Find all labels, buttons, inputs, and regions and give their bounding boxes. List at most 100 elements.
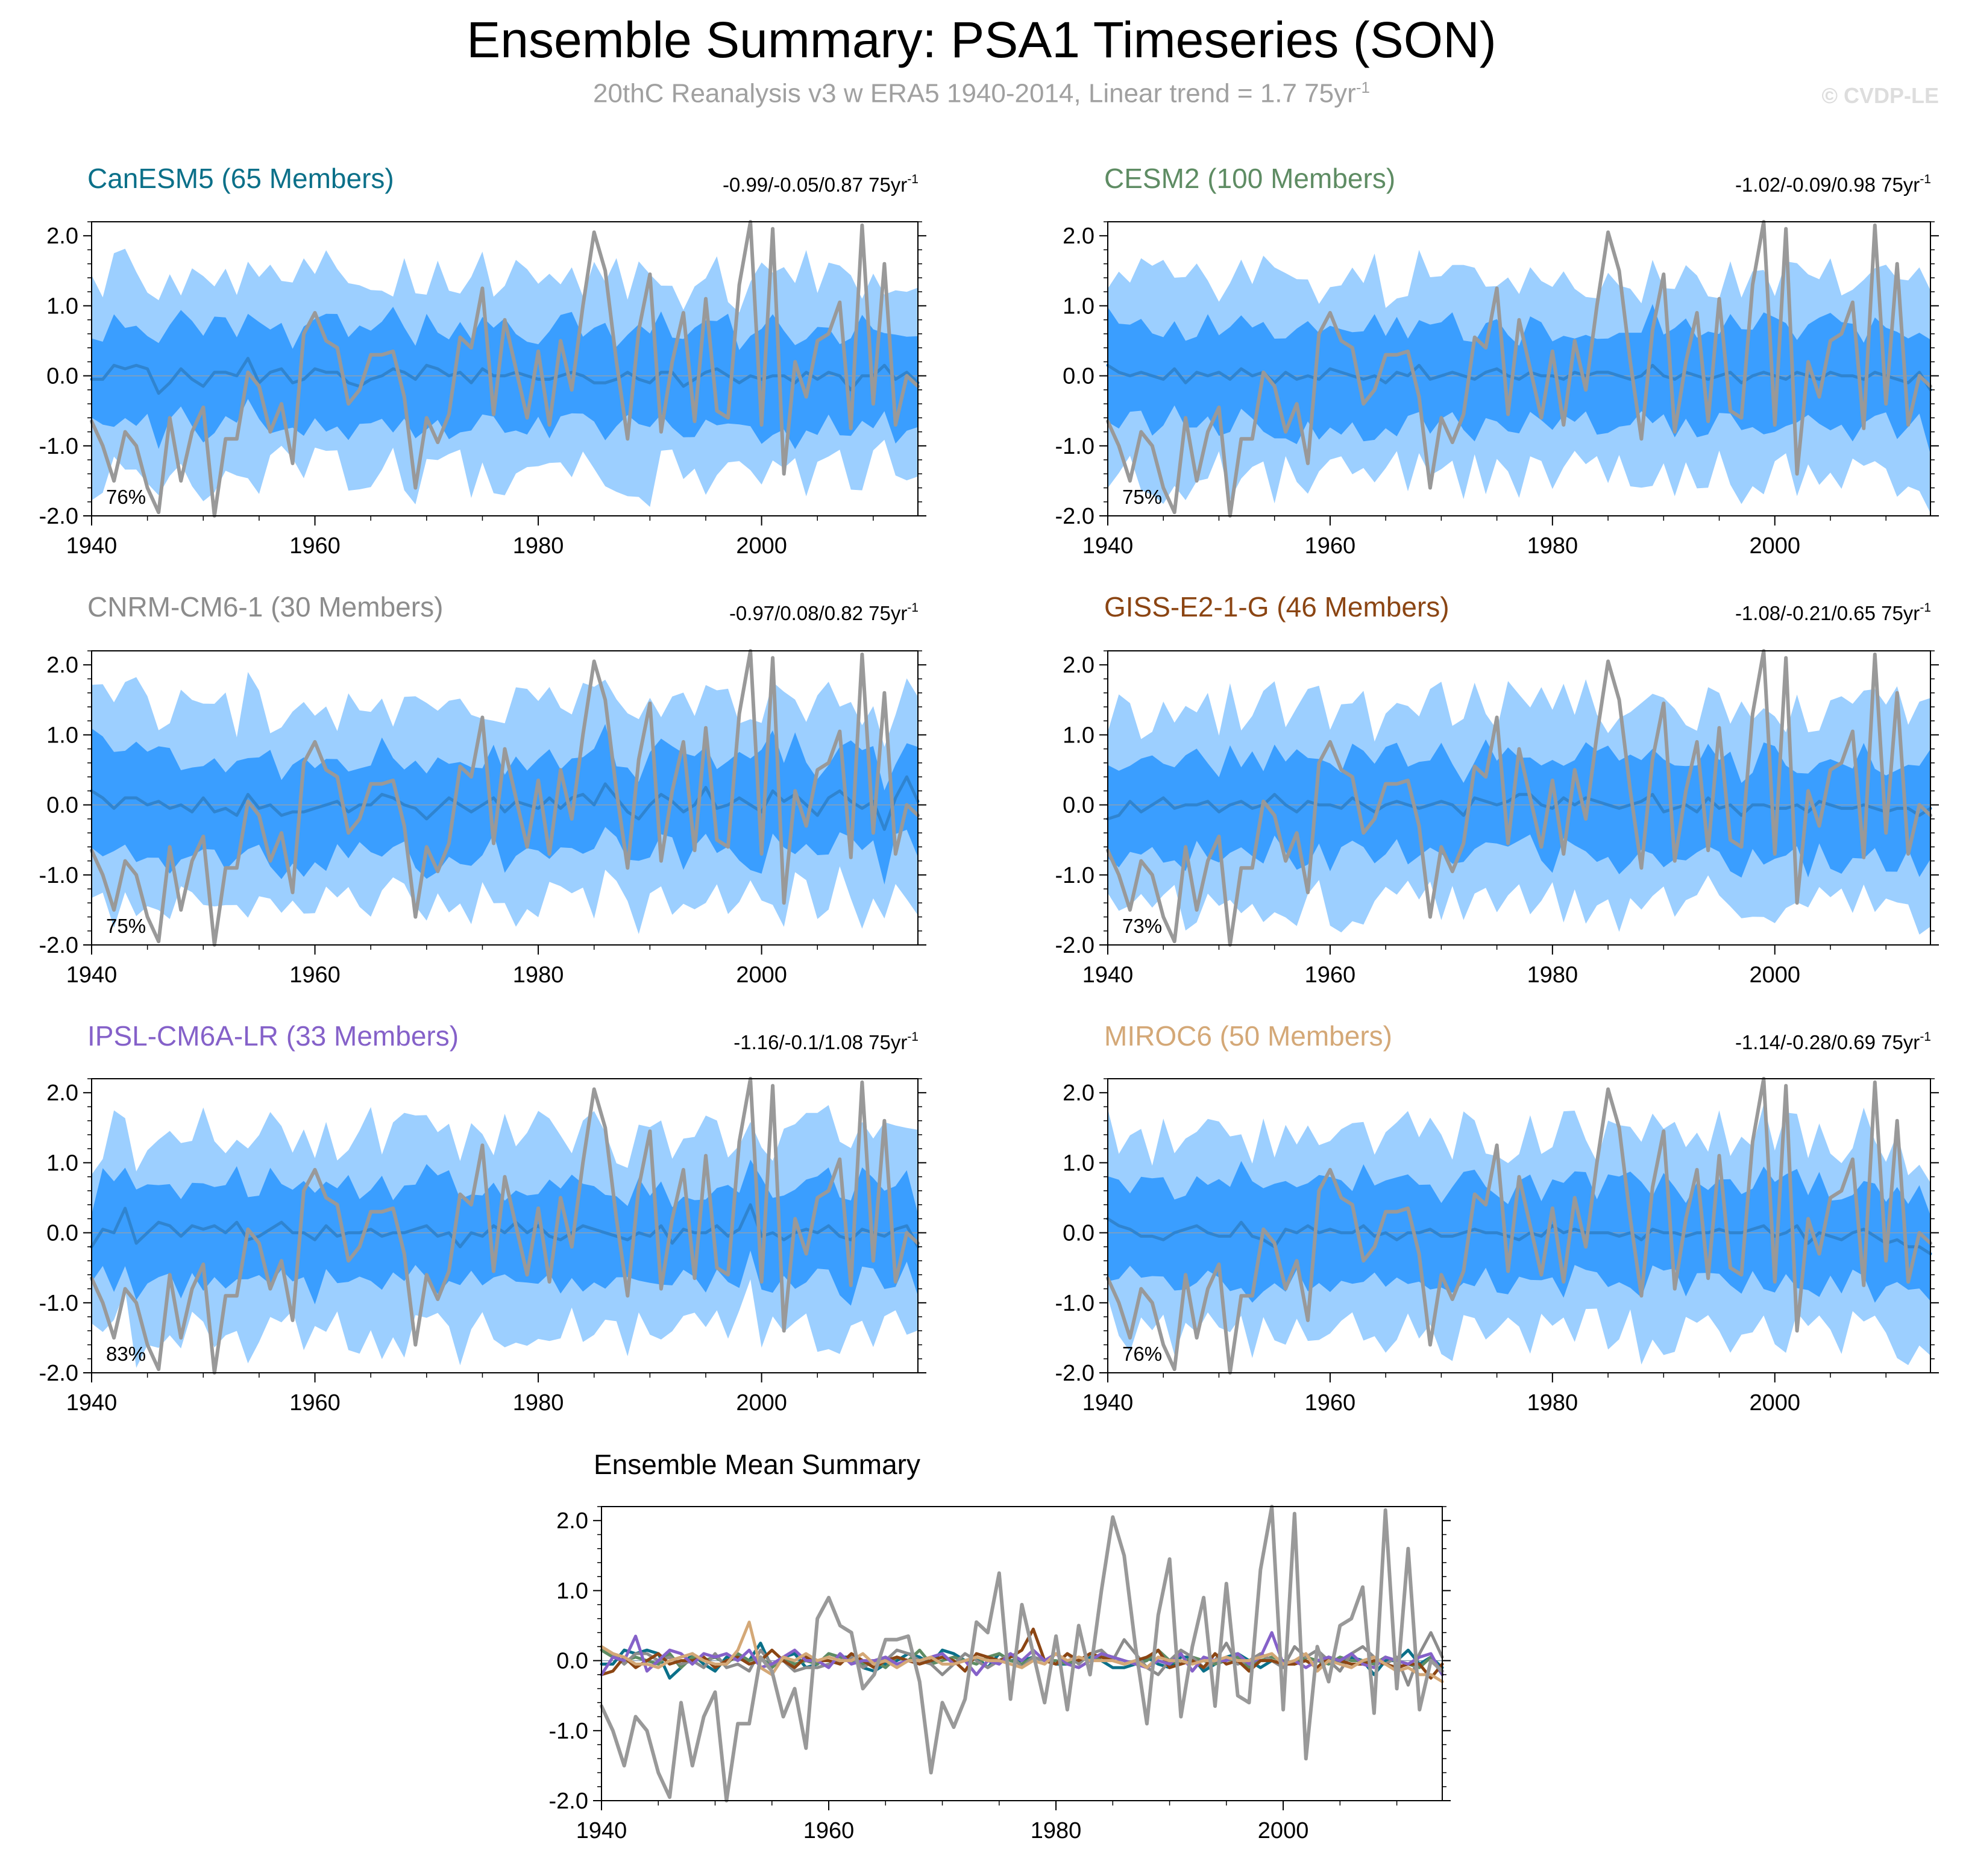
percent-label: 73% <box>1122 915 1162 937</box>
series-observed <box>90 1077 920 1375</box>
panel-title: IPSL-CM6A-LR (33 Members) <box>87 1020 459 1052</box>
plot-frame <box>1107 1078 1931 1373</box>
plot-frame <box>91 1078 919 1373</box>
series-observed <box>1106 220 1932 518</box>
x-tick-label: 1980 <box>513 962 564 988</box>
y-tick-label: -2.0 <box>39 1361 78 1386</box>
y-tick-label: 1.0 <box>46 723 78 748</box>
y-tick-label: 0.0 <box>46 793 78 818</box>
x-tick-label: 1980 <box>513 533 564 559</box>
trend-superscript: -1 <box>1920 1030 1931 1044</box>
y-tick-label: 1.0 <box>46 1150 78 1176</box>
panel-title: CNRM-CM6-1 (30 Members) <box>87 591 443 623</box>
x-tick-label: 1980 <box>513 1390 564 1416</box>
y-tick-label: -1.0 <box>1055 863 1095 888</box>
panel-6: 2.0 1.0 0.0 -1.0 -2.0 1940 1960 1980 2000 MIROC6 … <box>1055 1020 1939 1416</box>
percent-label: 76% <box>1122 1343 1162 1365</box>
panel-title: MIROC6 (50 Members) <box>1104 1020 1392 1052</box>
y-tick-label: 2.0 <box>46 224 78 249</box>
series-observed <box>1106 649 1932 947</box>
x-tick-label: 1960 <box>1305 533 1356 559</box>
x-tick-label: 2000 <box>1258 1818 1309 1843</box>
x-tick-label: 1960 <box>803 1818 855 1843</box>
x-tick-label: 2000 <box>736 533 787 559</box>
x-tick-label: 2000 <box>1749 533 1800 559</box>
y-tick-label: 0.0 <box>46 364 78 389</box>
x-tick-label: 1940 <box>1082 962 1134 988</box>
y-tick-label: -2.0 <box>1055 1361 1095 1386</box>
panel-7: 2.0 1.0 0.0 -1.0 -2.0 1940 1960 1980 2000 Ensembl… <box>549 1449 1451 1843</box>
y-tick-label: -2.0 <box>549 1789 588 1814</box>
percent-label: 76% <box>106 486 146 508</box>
trend-superscript: -1 <box>1920 172 1931 186</box>
y-tick-label: 1.0 <box>1063 1150 1095 1176</box>
x-tick-label: 1940 <box>66 962 118 988</box>
y-tick-label: -2.0 <box>39 504 78 529</box>
figure-subtitle: 20thC Reanalysis v3 w ERA5 1940-2014, Li… <box>0 78 1963 109</box>
percent-label: 83% <box>106 1343 146 1365</box>
x-tick-label: 2000 <box>736 962 787 988</box>
trend-label: -0.99/-0.05/0.87 75yr-1 <box>723 172 919 196</box>
x-tick-label: 1960 <box>289 533 341 559</box>
plot-frame <box>91 650 919 946</box>
trend-value: -1.08/-0.21/0.65 75yr <box>1735 602 1920 624</box>
panel-5: 2.0 1.0 0.0 -1.0 -2.0 1940 1960 1980 2000 IPSL-CM… <box>39 1020 926 1416</box>
y-tick-label: -1.0 <box>39 434 78 459</box>
trend-label: -1.02/-0.09/0.98 75yr-1 <box>1735 172 1931 196</box>
panel-4: 2.0 1.0 0.0 -1.0 -2.0 1940 1960 1980 2000 GISS-E2… <box>1055 591 1939 988</box>
x-tick-label: 1940 <box>1082 1390 1134 1416</box>
percent-label: 75% <box>1122 486 1162 508</box>
plot-frame <box>1107 650 1931 946</box>
panel-3: 2.0 1.0 0.0 -1.0 -2.0 1940 1960 1980 2000 CNRM-CM… <box>39 591 926 988</box>
trend-label: -0.97/0.08/0.82 75yr-1 <box>729 601 919 624</box>
trend-label: -1.08/-0.21/0.65 75yr-1 <box>1735 601 1931 624</box>
panel-title: CanESM5 (65 Members) <box>87 163 394 194</box>
y-tick-label: 1.0 <box>1063 293 1095 319</box>
series-observed <box>1106 1077 1932 1375</box>
x-tick-label: 1960 <box>289 962 341 988</box>
percent-label: 75% <box>106 915 146 937</box>
panel-title: GISS-E2-1-G (46 Members) <box>1104 591 1449 623</box>
x-tick-label: 2000 <box>1749 962 1800 988</box>
y-tick-label: 0.0 <box>46 1221 78 1246</box>
y-tick-label: 1.0 <box>46 293 78 319</box>
x-tick-label: 1940 <box>66 533 118 559</box>
trend-value: -0.97/0.08/0.82 75yr <box>729 602 907 624</box>
y-tick-label: -2.0 <box>39 933 78 958</box>
copyright-label: © CVDP-LE <box>1821 83 1939 108</box>
trend-superscript: -1 <box>907 1030 919 1044</box>
x-tick-label: 1980 <box>1031 1818 1082 1843</box>
y-tick-label: -1.0 <box>1055 1291 1095 1316</box>
series-observed <box>600 1505 1444 1802</box>
plot-frame <box>91 221 919 516</box>
x-tick-label: 1980 <box>1527 1390 1578 1416</box>
x-tick-label: 1940 <box>66 1390 118 1416</box>
y-tick-label: 2.0 <box>556 1508 588 1534</box>
trend-superscript: -1 <box>1920 601 1931 615</box>
y-tick-label: 2.0 <box>1063 653 1095 678</box>
y-tick-label: -1.0 <box>549 1719 588 1744</box>
y-tick-label: -2.0 <box>1055 504 1095 529</box>
y-tick-label: -1.0 <box>39 863 78 888</box>
y-tick-label: 0.0 <box>1063 793 1095 818</box>
y-tick-label: 2.0 <box>46 653 78 678</box>
plot-frame <box>601 1506 1443 1801</box>
panel-2: 2.0 1.0 0.0 -1.0 -2.0 1940 1960 1980 2000 CESM2 (… <box>1055 163 1939 559</box>
trend-value: -1.14/-0.28/0.69 75yr <box>1735 1031 1920 1053</box>
trend-value: -1.02/-0.09/0.98 75yr <box>1735 174 1920 196</box>
trend-superscript: -1 <box>907 172 919 186</box>
y-tick-label: 1.0 <box>556 1578 588 1604</box>
y-tick-label: -1.0 <box>1055 434 1095 459</box>
panel-title: CESM2 (100 Members) <box>1104 163 1395 194</box>
x-tick-label: 1960 <box>1305 962 1356 988</box>
x-tick-label: 1960 <box>289 1390 341 1416</box>
x-tick-label: 1980 <box>1527 533 1578 559</box>
series-observed <box>90 649 920 947</box>
x-tick-label: 1960 <box>1305 1390 1356 1416</box>
x-tick-label: 2000 <box>736 1390 787 1416</box>
trend-value: -1.16/-0.1/1.08 75yr <box>733 1031 907 1053</box>
y-tick-label: 0.0 <box>1063 364 1095 389</box>
y-tick-label: 0.0 <box>1063 1221 1095 1246</box>
x-tick-label: 2000 <box>1749 1390 1800 1416</box>
